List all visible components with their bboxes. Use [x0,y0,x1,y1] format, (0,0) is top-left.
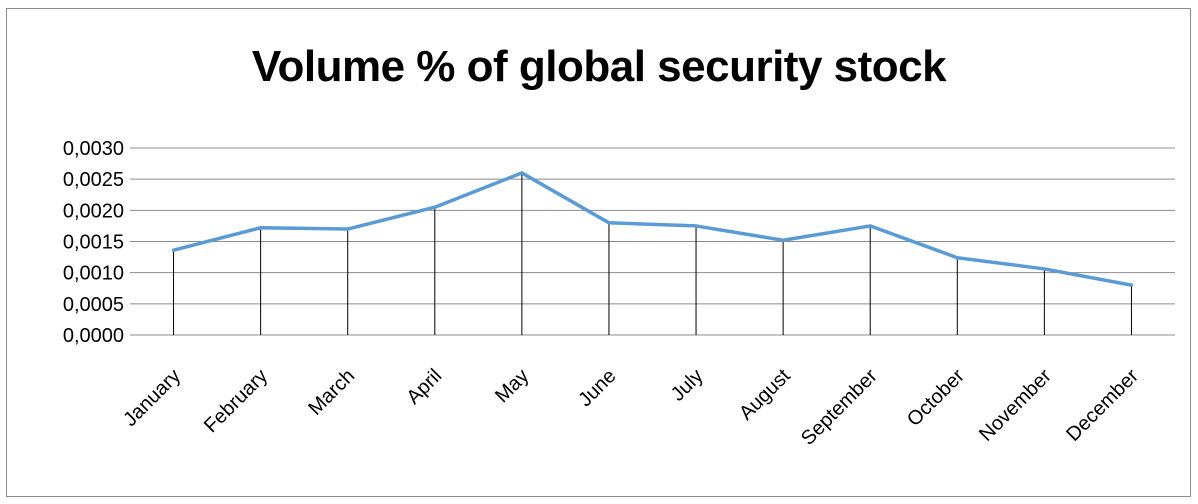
y-tick-label: 0,0015 [63,232,124,254]
x-tick-label: April [402,365,446,409]
drop-lines [173,172,1132,335]
y-tick-label: 0,0005 [63,294,124,316]
x-tick-label: May [491,365,533,407]
x-tick-label: December [1062,365,1143,446]
y-tick-label: 0,0000 [63,325,124,347]
gridlines [130,147,1175,336]
x-axis-ticks: January February March April May June July Augu… [119,365,1143,450]
x-tick-label: January [119,365,185,431]
y-axis-ticks: 0,0000 0,0005 0,0010 0,0015 0,0020 0,0025 0,00… [63,138,124,347]
y-tick-label: 0,0030 [63,138,124,160]
y-tick-label: 0,0010 [63,263,124,285]
x-tick-label: August [735,365,795,425]
x-tick-label: November [975,365,1056,446]
x-tick-label: March [304,365,359,420]
y-tick-label: 0,0020 [63,200,124,222]
chart-frame [6,8,1191,497]
x-tick-label: October [903,365,969,431]
chart-title: Volume % of global security stock [251,42,947,91]
x-tick-label: February [200,365,272,437]
x-tick-label: September [797,365,882,450]
x-tick-label: June [574,365,620,411]
x-tick-label: July [667,365,708,406]
series-layer [171,171,1134,287]
series-line [171,171,1134,287]
y-tick-label: 0,0025 [63,169,124,191]
